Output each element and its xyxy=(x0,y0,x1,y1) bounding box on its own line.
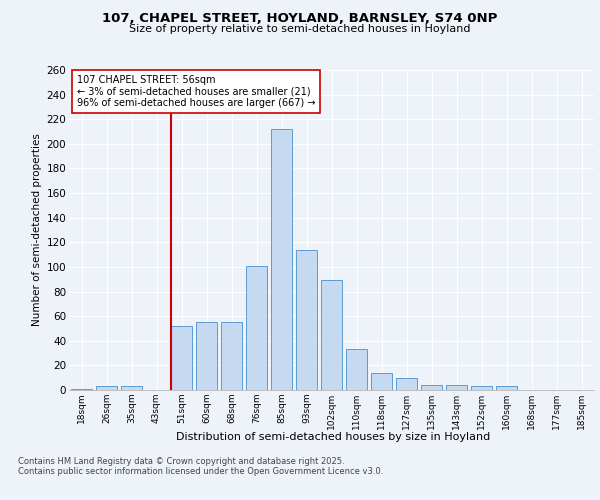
Bar xyxy=(371,373,392,390)
Bar xyxy=(421,385,442,390)
Bar xyxy=(96,386,117,390)
Bar xyxy=(296,250,317,390)
Bar xyxy=(346,350,367,390)
Bar xyxy=(446,385,467,390)
Bar xyxy=(271,129,292,390)
Text: Contains HM Land Registry data © Crown copyright and database right 2025.: Contains HM Land Registry data © Crown c… xyxy=(18,458,344,466)
Y-axis label: Number of semi-detached properties: Number of semi-detached properties xyxy=(32,134,43,326)
Bar xyxy=(121,386,142,390)
Bar xyxy=(171,326,192,390)
Bar xyxy=(196,322,217,390)
Bar xyxy=(396,378,417,390)
Text: 107, CHAPEL STREET, HOYLAND, BARNSLEY, S74 0NP: 107, CHAPEL STREET, HOYLAND, BARNSLEY, S… xyxy=(103,12,497,26)
Bar xyxy=(496,386,517,390)
Bar xyxy=(221,322,242,390)
Bar xyxy=(471,386,492,390)
Bar xyxy=(71,389,92,390)
Text: Distribution of semi-detached houses by size in Hoyland: Distribution of semi-detached houses by … xyxy=(176,432,490,442)
Text: Contains public sector information licensed under the Open Government Licence v3: Contains public sector information licen… xyxy=(18,468,383,476)
Bar xyxy=(321,280,342,390)
Text: Size of property relative to semi-detached houses in Hoyland: Size of property relative to semi-detach… xyxy=(129,24,471,34)
Text: 107 CHAPEL STREET: 56sqm
← 3% of semi-detached houses are smaller (21)
96% of se: 107 CHAPEL STREET: 56sqm ← 3% of semi-de… xyxy=(77,75,316,108)
Bar xyxy=(246,266,267,390)
